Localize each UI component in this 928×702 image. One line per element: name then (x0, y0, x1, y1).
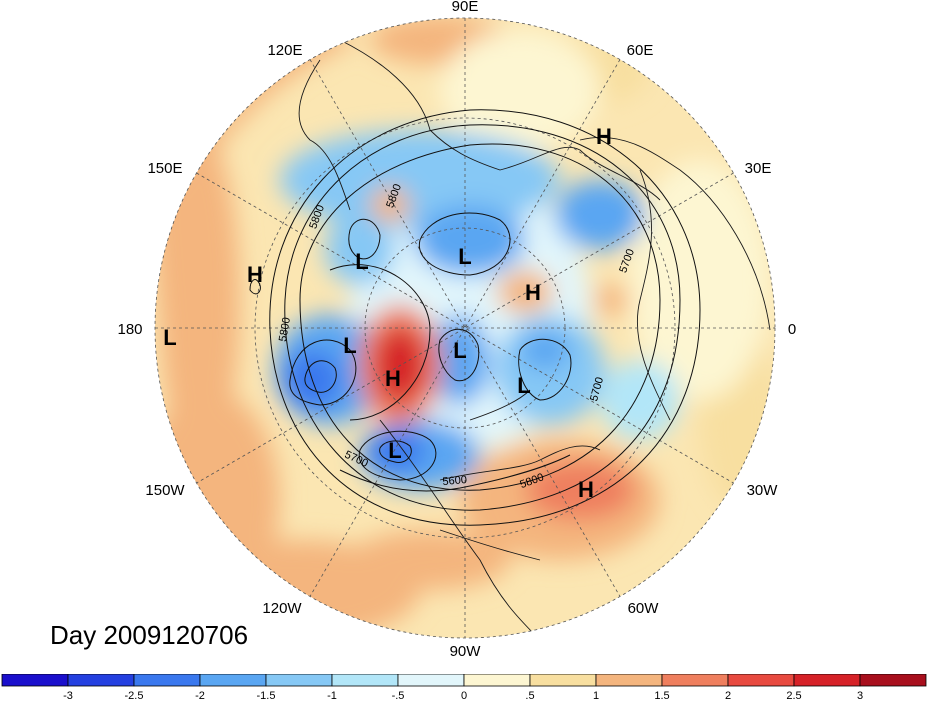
low-marker: L (388, 438, 401, 463)
lon-label-150w: 150W (145, 482, 185, 499)
colorbar-tick-label: -3 (63, 690, 73, 702)
longitude-labels: 90E 60E 30E 0 30W 60W 90W 120W 150W 180 … (117, 0, 796, 660)
contour-label: 5600 (442, 474, 467, 488)
colorbar-box (859, 674, 927, 687)
lon-label-90e: 90E (452, 0, 479, 15)
lon-label-30e: 30E (745, 160, 772, 177)
colorbar-box (793, 674, 861, 687)
lon-label-30w: 30W (747, 482, 779, 499)
colorbar: -3 -2.5 -2 -1.5 -1 -.5 0 .5 1 1.5 2 2.5 3 (1, 674, 927, 702)
high-marker: H (385, 366, 401, 391)
low-marker: L (343, 333, 356, 358)
colorbar-tick-label: 3 (857, 690, 863, 702)
coastlines (298, 39, 771, 638)
colorbar-box (1, 674, 69, 687)
low-marker: L (458, 244, 471, 269)
lon-label-60w: 60W (628, 600, 660, 617)
colorbar-tick-label: .5 (525, 690, 534, 702)
lon-label-60e: 60E (627, 42, 654, 59)
anomaly-shading (155, 18, 775, 638)
colorbar-ticks: -3 -2.5 -2 -1.5 -1 -.5 0 .5 1 1.5 2 2.5 3 (63, 690, 863, 702)
colorbar-tick-label: 2.5 (786, 690, 801, 702)
colorbar-tick-label: -.5 (392, 690, 405, 702)
colorbar-box (661, 674, 729, 687)
contour-label: 5800 (277, 316, 293, 342)
high-marker: H (525, 280, 541, 305)
colorbar-boxes (1, 674, 927, 687)
low-marker: L (517, 373, 530, 398)
colorbar-tick-label: 1.5 (654, 690, 669, 702)
colorbar-tick-label: 1 (593, 690, 599, 702)
low-marker: L (453, 338, 466, 363)
colorbar-box (265, 674, 333, 687)
colorbar-tick-label: -1.5 (257, 690, 276, 702)
graticule (154, 17, 776, 639)
low-marker: L (163, 325, 176, 350)
lon-label-120e: 120E (267, 42, 302, 59)
colorbar-box (595, 674, 663, 687)
day-title: Day 2009120706 (50, 620, 249, 650)
lon-label-180: 180 (117, 321, 142, 338)
high-marker: H (247, 262, 263, 287)
colorbar-tick-label: 2 (725, 690, 731, 702)
pressure-system-markers: H H L L H L L H L L L H (163, 124, 612, 502)
colorbar-box (199, 674, 267, 687)
low-marker: L (355, 249, 368, 274)
lon-label-90w: 90W (450, 643, 482, 660)
lon-label-120w: 120W (262, 600, 302, 617)
colorbar-box (463, 674, 531, 687)
polar-stereographic-map: 90E 60E 30E 0 30W 60W 90W 120W 150W 180 … (117, 0, 796, 660)
colorbar-box (331, 674, 399, 687)
lon-label-150e: 150E (147, 160, 182, 177)
colorbar-tick-label: -2.5 (125, 690, 144, 702)
colorbar-box (397, 674, 465, 687)
lon-label-0: 0 (788, 321, 796, 338)
colorbar-box (67, 674, 135, 687)
colorbar-box (133, 674, 201, 687)
colorbar-tick-label: -1 (327, 690, 337, 702)
colorbar-tick-label: -2 (195, 690, 205, 702)
colorbar-box (727, 674, 795, 687)
high-marker: H (596, 124, 612, 149)
high-marker: H (578, 477, 594, 502)
colorbar-tick-label: 0 (461, 690, 467, 702)
height-contours (249, 109, 701, 526)
colorbar-box (529, 674, 597, 687)
